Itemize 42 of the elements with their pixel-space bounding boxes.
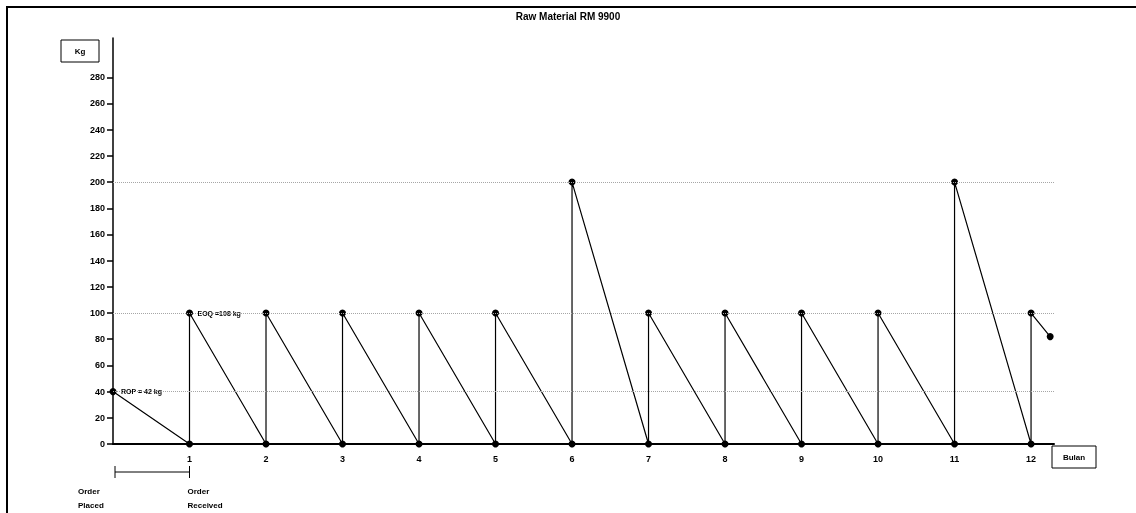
point <box>492 440 500 448</box>
x-tick-label: 7 <box>646 453 652 464</box>
y-tick-label: 40 <box>94 386 105 397</box>
x-tick-label: 12 <box>1026 453 1037 464</box>
point <box>951 440 959 448</box>
point <box>798 440 806 448</box>
text: Order Placed <box>78 486 104 510</box>
x-tick-label: 11 <box>949 453 960 464</box>
point <box>645 440 653 448</box>
x-tick-label: 9 <box>799 453 805 464</box>
y-tick-label: 0 <box>99 439 105 449</box>
text: Order Received <box>187 486 223 510</box>
point <box>339 440 347 448</box>
x-tick-label: 1 <box>187 453 193 464</box>
y-tick-label: 120 <box>89 281 105 292</box>
point <box>186 440 193 448</box>
y-tick-label: 20 <box>94 412 105 423</box>
y-tick-label: 140 <box>89 255 105 266</box>
x-tick-label: 3 <box>340 453 346 464</box>
y-tick-label: 180 <box>89 203 105 214</box>
point <box>798 309 806 317</box>
point <box>186 309 193 317</box>
y-tick-label: 60 <box>94 360 105 371</box>
x-tick-label: 2 <box>263 453 269 464</box>
x-tick-label: 4 <box>416 453 422 464</box>
y-tick-label: 260 <box>89 98 105 109</box>
y-tick-label: 160 <box>89 229 105 240</box>
point <box>492 309 500 317</box>
y-tick-label: 280 <box>89 72 105 83</box>
y-tick-label: 80 <box>94 334 105 345</box>
point <box>1046 333 1054 341</box>
x-tick-label: 5 <box>493 453 499 464</box>
x-axis-title: Bulan <box>1062 452 1086 462</box>
y-tick-label: 200 <box>89 177 105 188</box>
chart-title: Raw Material RM 9900 <box>515 10 621 22</box>
x-tick-label: 8 <box>722 453 728 464</box>
y-tick-label: 100 <box>89 308 105 319</box>
x-tick-label: 10 <box>873 453 884 464</box>
y-tick-label: 220 <box>89 150 105 161</box>
x-tick-label: 6 <box>569 453 575 464</box>
y-axis-title: Kg <box>74 46 86 56</box>
y-tick-label: 240 <box>89 124 105 135</box>
